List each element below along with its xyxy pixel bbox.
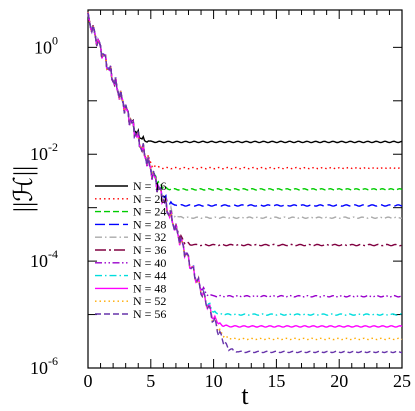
y-tick-label: 10-2 bbox=[30, 140, 58, 164]
series-line bbox=[87, 12, 403, 354]
legend-label: N = 32 bbox=[133, 230, 166, 244]
x-tick-label: 5 bbox=[146, 371, 155, 391]
legend-label: N = 48 bbox=[133, 281, 166, 295]
x-tick-label: 15 bbox=[267, 371, 285, 391]
legend-label: N = 24 bbox=[133, 205, 166, 219]
x-tick-label: 0 bbox=[84, 371, 93, 391]
series-line bbox=[87, 11, 403, 191]
series-line bbox=[87, 12, 403, 341]
legend-label: N = 44 bbox=[133, 269, 166, 283]
x-tick-label: 10 bbox=[205, 371, 223, 391]
x-tick-label: 20 bbox=[330, 371, 348, 391]
legend-label: N = 56 bbox=[133, 307, 166, 321]
legend-label: N = 52 bbox=[133, 294, 166, 308]
series-line bbox=[87, 11, 403, 328]
series-line bbox=[87, 12, 403, 207]
y-axis-label: ||ℋ|| bbox=[9, 166, 38, 213]
y-tick-label: 100 bbox=[34, 33, 58, 57]
series-group bbox=[87, 11, 403, 354]
series-line bbox=[87, 12, 403, 144]
axes: 0 5 10 15 20 25 10-6 10-4 10-2 100 bbox=[30, 9, 411, 391]
legend-label: N = 16 bbox=[133, 179, 166, 193]
legend: N = 16N = 20N = 24N = 28N = 32N = 36N = … bbox=[95, 179, 166, 321]
legend-label: N = 28 bbox=[133, 217, 166, 231]
x-axis-label: t bbox=[241, 381, 249, 410]
legend-label: N = 20 bbox=[133, 192, 166, 206]
series-line bbox=[87, 11, 403, 170]
x-tick-label: 25 bbox=[393, 371, 411, 391]
y-tick-label: 10-4 bbox=[30, 247, 58, 271]
legend-label: N = 36 bbox=[133, 243, 166, 257]
y-tick-label: 10-6 bbox=[30, 354, 58, 378]
legend-label: N = 40 bbox=[133, 256, 166, 270]
